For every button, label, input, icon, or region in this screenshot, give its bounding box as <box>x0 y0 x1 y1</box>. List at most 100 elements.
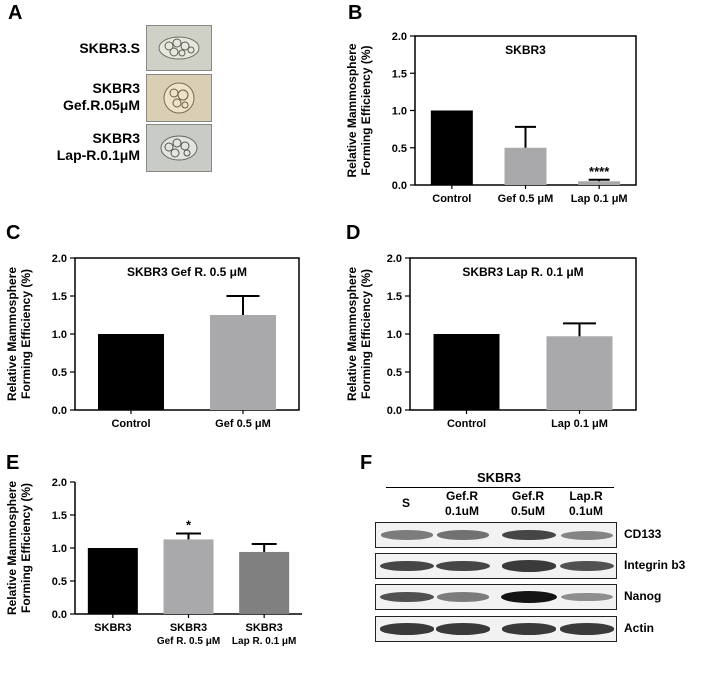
blot-strip <box>375 584 617 610</box>
chart-e-bar <box>87 548 138 614</box>
chart-d-ylabel-line2: Forming Efficiency (%) <box>359 269 373 399</box>
blot-strip <box>375 553 617 579</box>
chart-b-ytick-label: 2.0 <box>392 31 407 43</box>
chart-e-category-label: SKBR3 <box>94 622 131 634</box>
chart-c-ytick-label: 1.5 <box>52 291 67 303</box>
blot-band <box>501 529 557 541</box>
blot-strip <box>375 616 617 642</box>
blot-band <box>435 623 491 635</box>
spheroid-image-3 <box>160 135 198 161</box>
blot-lane-header: Gef.R 0.1uM <box>432 489 492 519</box>
chart-b-bar <box>430 110 473 185</box>
chart-e-significance: * <box>186 517 192 532</box>
blot-band <box>436 530 490 540</box>
micrograph-spheroid-2 <box>146 74 212 122</box>
blot-band <box>501 623 557 635</box>
chart-c-bar <box>98 334 164 410</box>
panel-label-e: E <box>6 452 20 474</box>
chart-e-category-label: Lap R. 0.1 μM <box>232 636 296 647</box>
chart-b-ylabel-line1: Relative Mammosphere <box>345 43 359 177</box>
chart-d-bar <box>433 334 500 410</box>
chart-c-ylabel-line1: Relative Mammosphere <box>5 267 19 401</box>
micro-label-3: SKBR3 Lap-R.0.1μM <box>40 130 140 164</box>
chart-b-bar <box>504 147 547 185</box>
micro-label-2-line1: SKBR3 <box>92 80 140 96</box>
micro-label-2-line2: Gef.R.05μM <box>62 97 140 113</box>
blot-lane-header-line: 0.1uM <box>568 504 603 518</box>
chart-e-ytick-label: 2.0 <box>52 477 67 489</box>
blot-band <box>561 530 613 540</box>
chart-d-title: SKBR3 Lap R. 0.1 μM <box>462 265 583 279</box>
blot-row-label: Actin <box>624 621 654 635</box>
chart-b-ytick-label: 0.0 <box>392 180 407 192</box>
blot-header-line <box>386 487 614 488</box>
panel-label-c: C <box>6 222 21 244</box>
blot-band <box>561 592 613 602</box>
blot-band <box>380 530 434 540</box>
panel-label-b: B <box>348 2 363 24</box>
chart-b-category-label: Lap 0.1 μM <box>571 193 628 205</box>
chart-d-category-label: Lap 0.1 μM <box>551 418 608 430</box>
chart-c-ylabel-line2: Forming Efficiency (%) <box>19 269 33 399</box>
chart-e-bar <box>239 551 290 614</box>
chart-b-significance: **** <box>589 164 610 179</box>
chart-b-category-label: Gef 0.5 μM <box>498 193 554 205</box>
micro-label-1-line1: SKBR3.S <box>79 40 140 56</box>
chart-c-category-label: Gef 0.5 μM <box>215 418 271 430</box>
chart-d-bar <box>546 336 613 410</box>
chart-e-category-label: SKBR3 <box>246 622 283 634</box>
chart-b-title: SKBR3 <box>505 43 546 57</box>
chart-e-ylabel-line1: Relative Mammosphere <box>5 481 19 615</box>
panel-label-f: F <box>360 452 373 474</box>
chart-b-ytick-label: 1.0 <box>392 106 407 118</box>
chart-d-ylabel-line1: Relative Mammosphere <box>345 267 359 401</box>
blot-lane-header-line: 0.5uM <box>510 504 545 518</box>
blot-row-label: Integrin b3 <box>624 558 686 572</box>
chart-d-ytick-label: 1.5 <box>387 291 402 303</box>
blot-lane-header-line: Gef.R <box>445 489 478 503</box>
chart-c-bar <box>210 315 276 410</box>
chart-b-ytick-label: 1.5 <box>392 68 407 80</box>
blot-strip <box>375 522 617 548</box>
blot-band <box>435 560 491 572</box>
chart-d-ytick-label: 2.0 <box>387 253 402 265</box>
chart-c-ytick-label: 0.0 <box>52 405 67 417</box>
blot-lane-header-line: Lap.R <box>569 489 603 503</box>
chart-c-ytick-label: 0.5 <box>52 367 67 379</box>
chart-e-ytick-label: 1.5 <box>52 510 67 522</box>
chart-b-ytick-label: 0.5 <box>392 143 407 155</box>
blot-lane-header: Lap.R 0.1uM <box>556 489 616 519</box>
spheroid-image-2 <box>163 82 195 114</box>
micrograph-spheroid-1 <box>146 25 212 71</box>
blot-header: SKBR3 <box>476 470 522 485</box>
blot-band <box>559 623 615 635</box>
panel-label-d: D <box>346 222 361 244</box>
chart-c-ytick-label: 2.0 <box>52 253 67 265</box>
blot-band <box>380 591 434 603</box>
chart-e-ytick-label: 1.0 <box>52 543 67 555</box>
spheroid-image-1 <box>158 36 200 60</box>
micro-label-3-line2: Lap-R.0.1μM <box>56 147 140 163</box>
blot-lane-header: Gef.R 0.5uM <box>498 489 558 519</box>
blot-lane-header-line: Gef.R <box>511 489 544 503</box>
chart-b-bar <box>578 181 621 185</box>
micro-label-2: SKBR3 Gef.R.05μM <box>40 80 140 114</box>
blot-band <box>379 560 435 572</box>
chart-e-bar <box>163 539 214 614</box>
micro-label-3-line1: SKBR3 <box>92 130 140 146</box>
chart-d-ytick-label: 1.0 <box>387 329 402 341</box>
blot-band <box>501 560 557 572</box>
micro-label-1: SKBR3.S <box>40 40 140 57</box>
chart-e-ytick-label: 0.0 <box>52 609 67 621</box>
blot-row-label: CD133 <box>624 527 662 541</box>
blot-band <box>436 592 490 602</box>
chart-e-category-label: SKBR3 <box>170 622 207 634</box>
panel-label-a: A <box>8 2 23 24</box>
chart-d-ytick-label: 0.5 <box>387 367 402 379</box>
blot-lane-header-line: S <box>401 496 410 510</box>
chart-c-ytick-label: 1.0 <box>52 329 67 341</box>
blot-lane-header: S <box>376 496 436 511</box>
chart-c-title: SKBR3 Gef R. 0.5 μM <box>127 265 247 279</box>
blot-band <box>560 560 614 572</box>
